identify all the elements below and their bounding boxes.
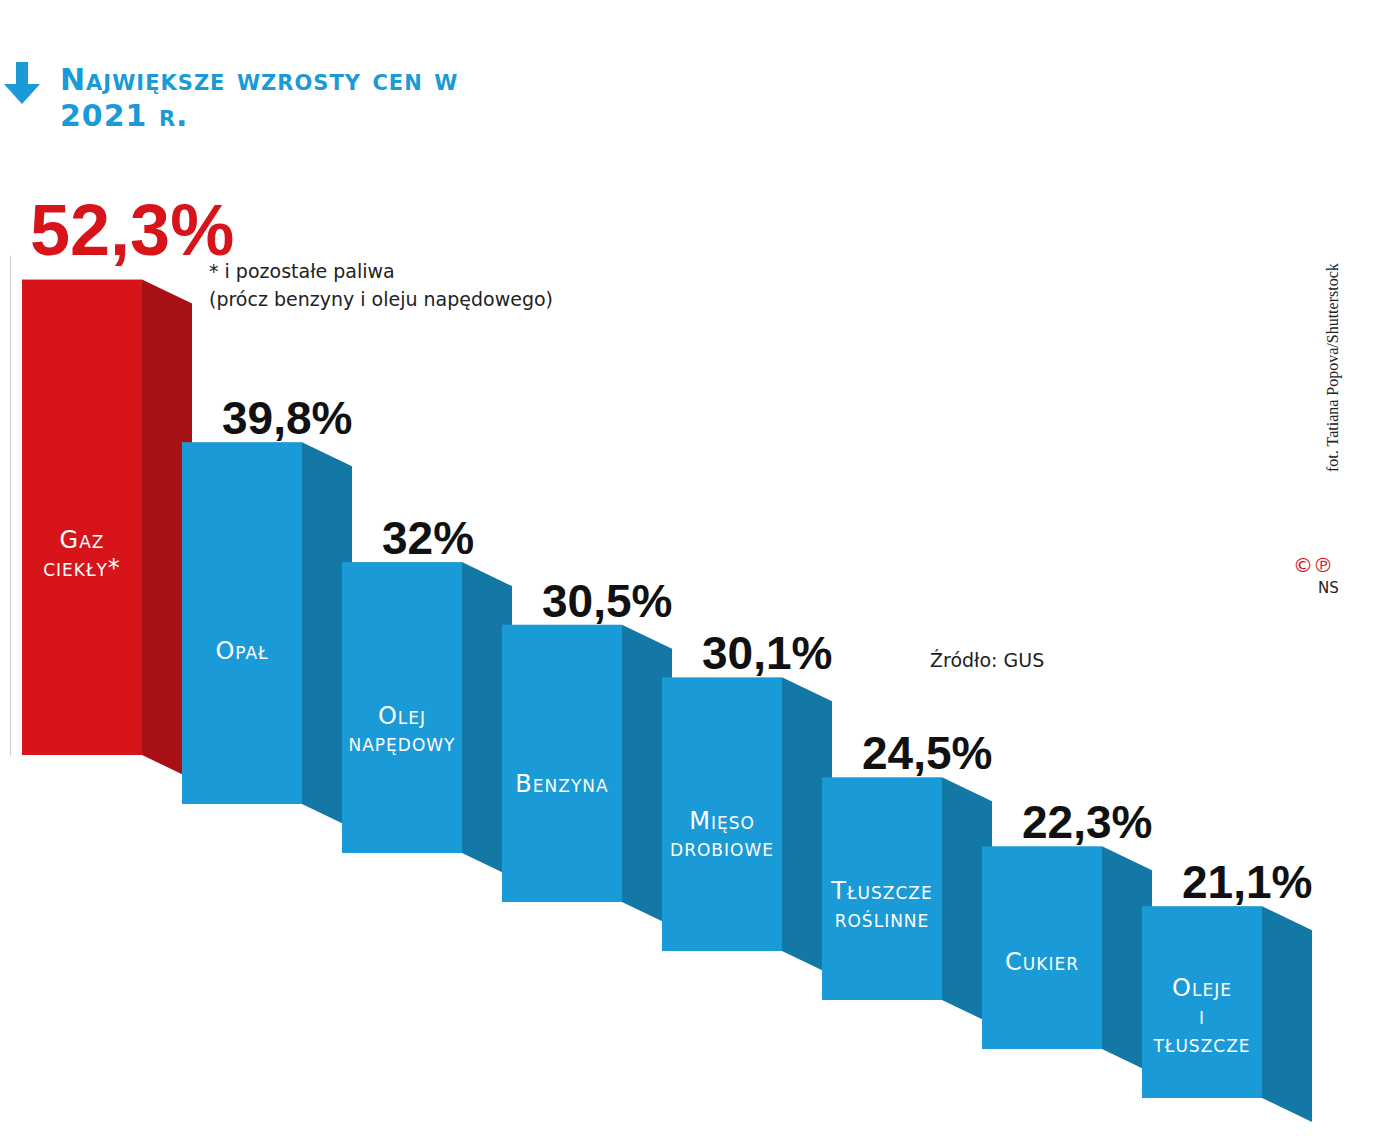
title-line: 2021 r. — [60, 98, 189, 133]
bar — [342, 562, 462, 853]
category-label: Mięsodrobiowe — [670, 807, 774, 863]
title-arrow — [4, 62, 40, 104]
category-label-line: Gaz — [60, 526, 105, 554]
data-label: 39,8% — [222, 392, 352, 444]
labels: Gazciekły* 52,3%* i pozostałe paliwa (próc… — [30, 190, 1312, 1058]
bar — [982, 846, 1102, 1049]
category-label-line: Tłuszcze — [830, 877, 932, 905]
category-label-line: Benzyna — [515, 770, 608, 798]
category-label-line: drobiowe — [670, 834, 774, 862]
bar — [662, 677, 782, 951]
y-axis — [10, 256, 11, 756]
bar — [822, 777, 942, 1000]
category-label: Tłuszczeroślinne — [830, 877, 932, 933]
category-label-line: Oleje — [1172, 974, 1232, 1002]
y-axis-line — [10, 256, 11, 756]
category-label: Gazciekły* — [43, 526, 121, 582]
data-label: 24,5% — [862, 727, 992, 779]
category-label-line: Cukier — [1005, 948, 1079, 976]
category-label-line: Opał — [215, 637, 268, 665]
bar-side — [1262, 906, 1312, 1122]
bar — [1142, 906, 1262, 1098]
bar — [502, 625, 622, 902]
category-label: Olejnapędowy — [348, 702, 455, 758]
category-label-line: tłuszcze — [1152, 1030, 1250, 1058]
category-label-line: Mięso — [689, 807, 755, 835]
category-label: Cukier — [1005, 948, 1079, 976]
data-label: 52,3% — [30, 190, 234, 270]
category-label-line: Olej — [378, 702, 426, 730]
category-label: Benzyna — [515, 770, 608, 798]
data-label: 30,1% — [702, 627, 832, 679]
copyright: ©℗ — [1293, 553, 1333, 577]
category-label: Olejeitłuszcze — [1152, 974, 1250, 1057]
agency: NS — [1318, 579, 1339, 597]
category-label: Opał — [215, 637, 268, 665]
data-label: 32% — [382, 512, 474, 564]
footnote: (prócz benzyny i oleju napędowego) — [209, 288, 553, 310]
footnote: * i pozostałe paliwa — [209, 260, 395, 282]
title-line: Największe wzrosty cen w — [60, 62, 458, 97]
data-label: 21,1% — [1182, 856, 1312, 908]
data-label: 22,3% — [1022, 796, 1152, 848]
chart: Największe wzrosty cen w2021 r. Gazciekły… — [0, 0, 1400, 1136]
bar — [22, 280, 142, 755]
photo-credit: fot. Tatiana Popova/Shutterstock — [1324, 263, 1342, 472]
bars — [22, 280, 1312, 1122]
title: Największe wzrosty cen w2021 r. — [60, 62, 458, 133]
category-label-line: napędowy — [348, 729, 455, 757]
category-label-line: ciekły* — [43, 554, 121, 582]
data-label: 30,5% — [542, 575, 672, 627]
category-label-line: roślinne — [835, 905, 930, 933]
bar — [182, 442, 302, 804]
source: Źródło: GUS — [930, 649, 1044, 671]
category-label-line: i — [1199, 1002, 1205, 1030]
